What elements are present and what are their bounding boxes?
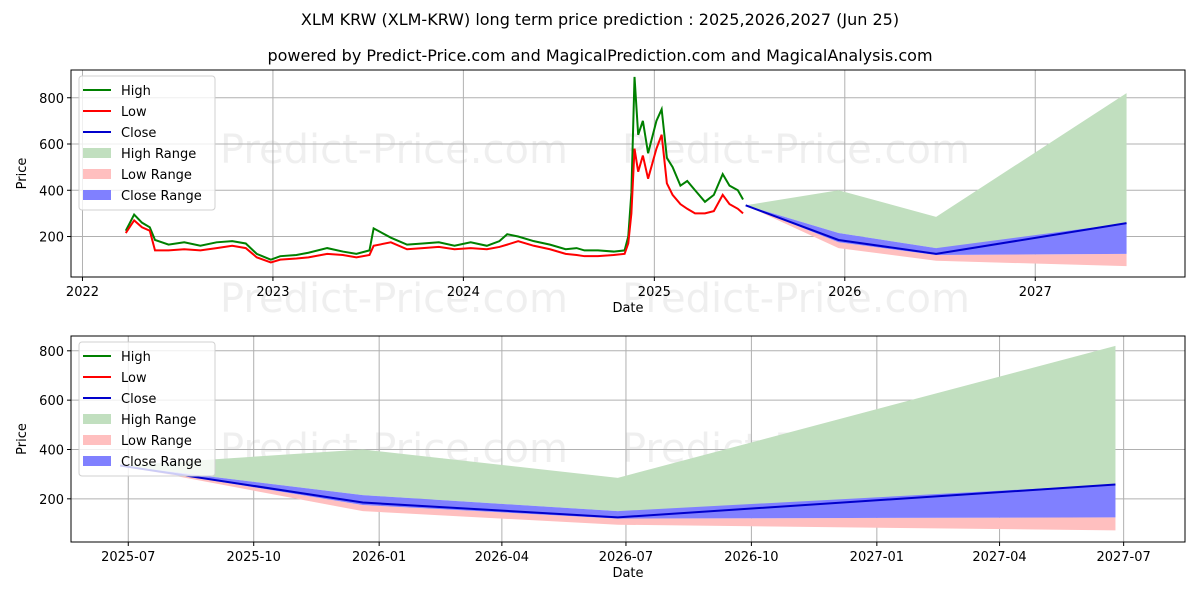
bottom-plot-forecast: Predict-Price.comPredict-Price.com200400…	[15, 335, 1186, 581]
chart-subtitle: powered by Predict-Price.com and Magical…	[267, 46, 933, 65]
x-tick-label: 2024	[447, 285, 480, 300]
x-tick-label: 2026-04	[475, 550, 529, 565]
x-tick-label: 2026-01	[352, 550, 406, 565]
y-axis-label: Price	[15, 423, 30, 455]
legend-swatch-patch	[83, 169, 111, 179]
high-range-band	[745, 93, 1127, 249]
x-tick-label: 2026-10	[724, 550, 778, 565]
legend-label: Low Range	[121, 434, 192, 449]
legend-label: Close	[121, 126, 156, 141]
legend-label: Low	[121, 371, 147, 386]
watermark-text: Predict-Price.com	[622, 127, 970, 173]
x-axis-label: Date	[612, 301, 643, 316]
x-tick-label: 2027-01	[850, 550, 904, 565]
x-tick-label: 2027-04	[972, 550, 1026, 565]
close-line	[119, 464, 1116, 519]
legend-swatch-patch	[83, 148, 111, 158]
legend-label: High Range	[121, 147, 196, 162]
x-axis-label: Date	[612, 566, 643, 581]
legend-box	[78, 341, 216, 477]
watermark-text: Predict-Price.com	[220, 127, 568, 173]
x-tick-label: 2026-07	[599, 550, 653, 565]
x-tick-label: 2022	[66, 285, 99, 300]
y-tick-label: 800	[39, 345, 64, 360]
legend-swatch-patch	[83, 435, 111, 445]
plot-frame	[70, 69, 1186, 278]
x-tick-label: 2025	[638, 285, 671, 300]
y-tick-label: 600	[39, 138, 64, 153]
legend-label: Low Range	[121, 168, 192, 183]
legend-label: High	[121, 84, 151, 99]
legend-label: Close	[121, 392, 156, 407]
low-line	[124, 134, 744, 264]
legend-label: High	[121, 350, 151, 365]
low-range-band	[120, 465, 1116, 531]
legend: High Low Close High Range Low Range Close Ran…	[78, 341, 216, 477]
watermark-text: Predict-Price.com	[220, 276, 568, 322]
close-range-band	[120, 465, 1116, 519]
low-range-band	[745, 205, 1127, 267]
legend-label: Close Range	[121, 455, 202, 470]
legend-label: Close Range	[121, 189, 202, 204]
y-tick-label: 200	[39, 231, 64, 246]
legend-swatch-patch	[83, 190, 111, 200]
x-tick-label: 2027-07	[1096, 550, 1150, 565]
close-range-band	[745, 205, 1127, 256]
y-tick-label: 600	[39, 394, 64, 409]
y-tick-label: 400	[39, 184, 64, 199]
legend-label: Low	[121, 105, 147, 120]
high-range-band	[120, 345, 1116, 512]
plot-frame	[70, 335, 1186, 543]
y-tick-label: 800	[39, 92, 64, 107]
y-axis-label: Price	[15, 158, 30, 190]
x-tick-label: 2025-07	[101, 550, 155, 565]
x-tick-label: 2025-10	[227, 550, 281, 565]
legend: High Low Close High Range Low Range Close Ran…	[78, 75, 216, 211]
top-plot-long-term: Predict-Price.com Predict-Price.com Predic…	[15, 69, 1186, 322]
y-tick-label: 200	[39, 493, 64, 508]
high-line	[124, 76, 744, 261]
legend-box	[78, 75, 216, 211]
watermark-text: Predict-Price.com	[622, 276, 970, 322]
legend-label: High Range	[121, 413, 196, 428]
legend-swatch-patch	[83, 414, 111, 424]
x-tick-label: 2026	[828, 285, 861, 300]
x-tick-label: 2023	[256, 285, 289, 300]
x-tick-label: 2027	[1019, 285, 1052, 300]
legend-swatch-patch	[83, 456, 111, 466]
chart-title: XLM KRW (XLM-KRW) long term price predic…	[300, 10, 900, 29]
close-line	[745, 204, 1127, 255]
y-tick-label: 400	[39, 443, 64, 458]
